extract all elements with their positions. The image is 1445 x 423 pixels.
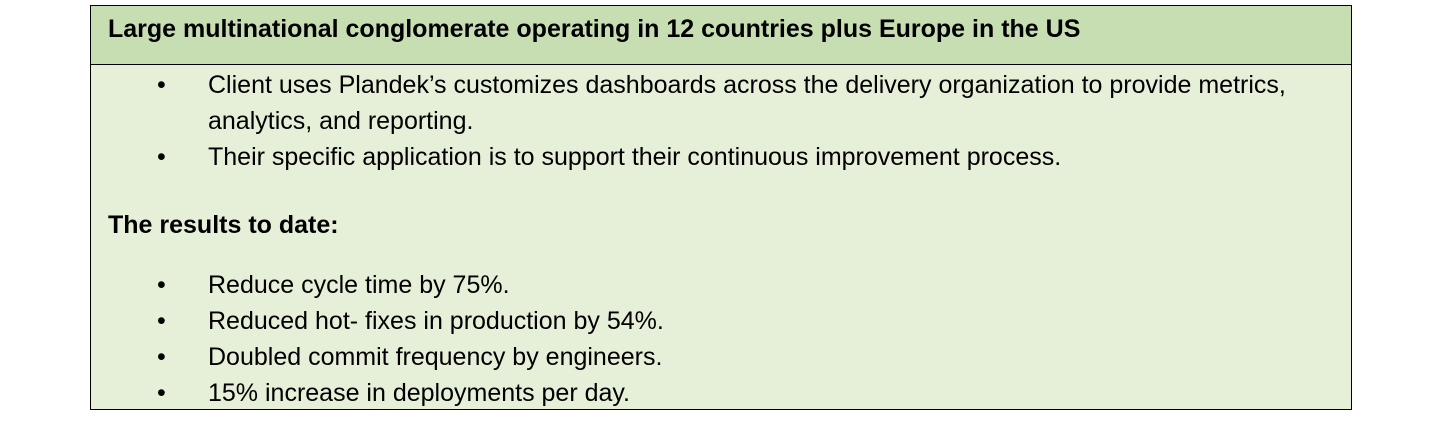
list-item-text: Client uses Plandek’s customizes dashboa…: [208, 71, 1286, 135]
bullet-icon: •: [157, 343, 166, 371]
intro-bullet-list: • Client uses Plandek’s customizes dashb…: [91, 67, 1317, 175]
list-item: • Their specific application is to suppo…: [91, 139, 1317, 175]
list-item-text: Doubled commit frequency by engineers.: [208, 343, 663, 371]
case-study-header: Large multinational conglomerate operati…: [91, 6, 1351, 65]
list-item: • Reduce cycle time by 75%.: [91, 267, 1317, 303]
results-heading: The results to date:: [108, 211, 339, 239]
bullet-icon: •: [157, 307, 166, 335]
bullet-icon: •: [157, 271, 166, 299]
list-item-text: Their specific application is to support…: [208, 143, 1062, 171]
list-item: • 15% increase in deployments per day.: [91, 375, 1317, 411]
list-item-text: Reduced hot- fixes in production by 54%.: [208, 307, 664, 335]
list-item-text: Reduce cycle time by 75%.: [208, 271, 510, 299]
case-study-title: Large multinational conglomerate operati…: [108, 15, 1081, 43]
list-item: • Client uses Plandek’s customizes dashb…: [91, 67, 1317, 139]
list-item-text: 15% increase in deployments per day.: [208, 379, 630, 407]
bullet-icon: •: [157, 143, 166, 171]
list-item: • Reduced hot- fixes in production by 54…: [91, 303, 1317, 339]
bullet-icon: •: [157, 379, 166, 407]
case-study-box: Large multinational conglomerate operati…: [90, 5, 1352, 410]
bullet-icon: •: [157, 71, 166, 99]
results-bullet-list: • Reduce cycle time by 75%. • Reduced ho…: [91, 267, 1317, 411]
list-item: • Doubled commit frequency by engineers.: [91, 339, 1317, 375]
